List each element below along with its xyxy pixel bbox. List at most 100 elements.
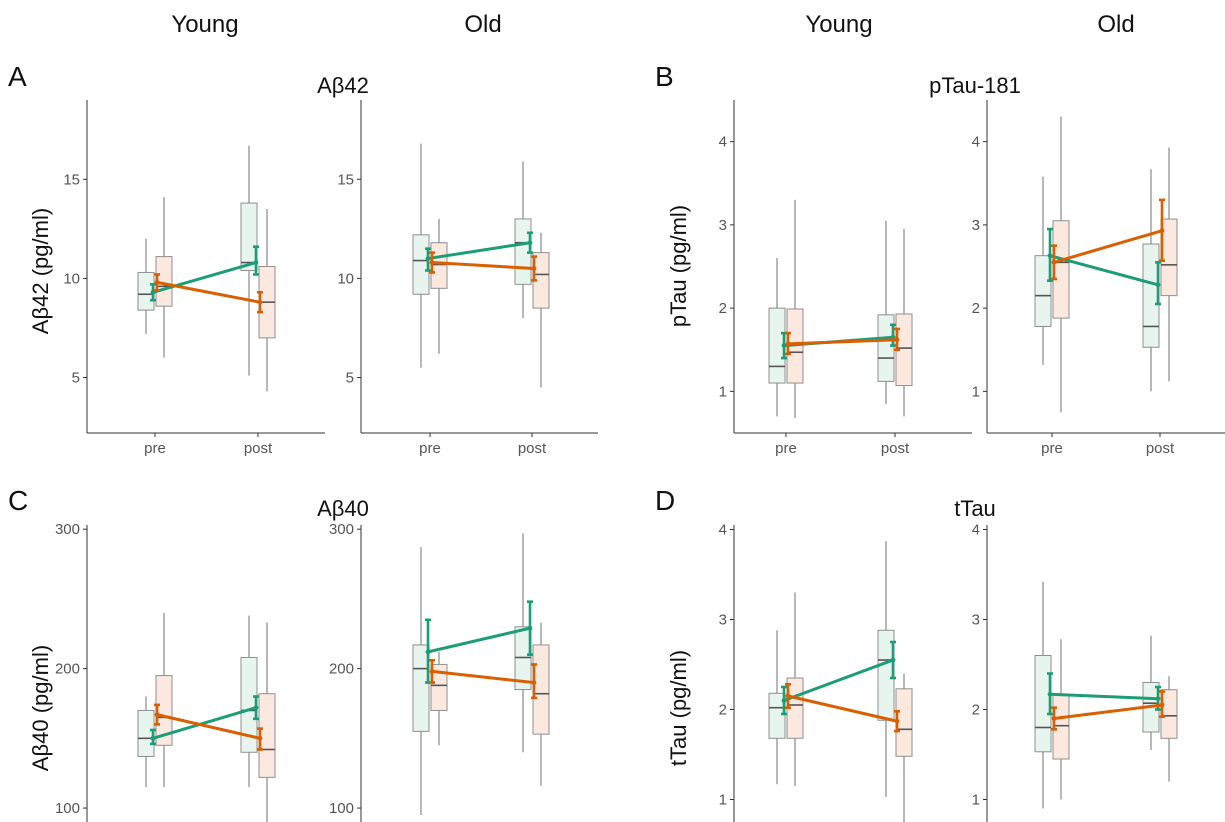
series-line <box>430 669 536 685</box>
series-point <box>785 341 791 347</box>
boxplot-box <box>1034 255 1052 327</box>
y-axis-label-d: tTau (pg/ml) <box>666 650 691 766</box>
subplot-c-young: 100 200 300 <box>55 521 276 822</box>
series-point <box>150 735 156 741</box>
y-tick-label: 10 <box>337 270 354 287</box>
boxplot-box <box>1052 220 1070 319</box>
boxplot-box <box>430 242 448 289</box>
y-tick-label: 200 <box>55 661 80 678</box>
series-line <box>1048 254 1160 287</box>
series-point <box>527 625 533 631</box>
series-line <box>155 280 262 304</box>
panel-label-c: C <box>8 485 28 516</box>
series-line <box>786 338 899 346</box>
y-tick-label: 1 <box>972 383 980 400</box>
series-point <box>429 669 435 674</box>
panel-b: B pTau-181 pTau (pg/ml) <box>655 61 1021 327</box>
series-point <box>531 680 537 685</box>
series-line <box>426 241 532 261</box>
y-tick-label: 3 <box>972 217 980 234</box>
y-tick-label: 3 <box>972 612 980 629</box>
subplot-a-young: 5 10 15 pre post <box>63 100 325 457</box>
y-tick-label: 2 <box>719 300 727 317</box>
boxplot-box <box>1034 655 1052 753</box>
y-tick-label: 200 <box>329 661 354 678</box>
panel-label-d: D <box>655 485 675 516</box>
x-tick-label: pre <box>419 440 441 457</box>
series-point <box>1047 691 1053 697</box>
boxplot-box <box>412 234 430 295</box>
boxplot-box <box>877 629 895 721</box>
boxplot-box <box>1142 243 1160 348</box>
x-tick-label: post <box>1146 440 1175 457</box>
panel-title-d: tTau <box>954 496 996 521</box>
subplot-c-old: 100 200 300 <box>329 521 550 822</box>
series-point <box>785 693 791 699</box>
panel-title-b: pTau-181 <box>929 73 1021 98</box>
subplot-b-young: 1 2 3 4 pre post <box>719 100 972 457</box>
panel-label-a: A <box>8 61 27 92</box>
column-header-young-left: Young <box>171 11 238 38</box>
boxplot-box <box>412 644 430 732</box>
panel-title-c: Aβ40 <box>317 496 369 521</box>
series-point <box>894 718 900 724</box>
series-point <box>425 256 431 261</box>
y-tick-label: 3 <box>719 612 727 629</box>
y-tick-label: 2 <box>972 702 980 719</box>
series-point <box>1051 259 1057 265</box>
x-tick-label: post <box>244 440 273 457</box>
y-tick-label: 1 <box>719 792 727 809</box>
y-tick-label: 10 <box>63 270 80 287</box>
series-point <box>257 299 263 305</box>
column-header-old-left: Old <box>464 11 501 38</box>
panel-label-b: B <box>655 61 674 92</box>
series-line <box>430 261 536 270</box>
panel-c: C Aβ40 Aβ40 (pg/ml) <box>8 485 369 771</box>
x-tick-label: pre <box>144 440 166 457</box>
series-point <box>781 698 787 703</box>
y-tick-label: 4 <box>972 134 980 151</box>
series-line <box>151 706 258 740</box>
series-point <box>890 657 896 663</box>
y-tick-label: 100 <box>55 800 80 817</box>
y-axis-label-a: Aβ42 (pg/ml) <box>28 208 53 334</box>
x-tick-label: post <box>881 440 910 457</box>
y-tick-label: 2 <box>972 300 980 317</box>
y-tick-label: 1 <box>972 792 980 809</box>
series-point <box>1051 716 1057 721</box>
y-tick-label: 5 <box>72 370 80 387</box>
column-header-young-right: Young <box>805 11 872 38</box>
series-point <box>1159 228 1165 234</box>
panel-title-a: Aβ42 <box>317 73 369 98</box>
x-tick-label: pre <box>775 440 797 457</box>
boxplot-box <box>877 314 895 382</box>
series-point <box>154 712 160 718</box>
x-tick-label: post <box>518 440 547 457</box>
series-point <box>154 279 160 285</box>
series-point <box>531 266 537 271</box>
series-point <box>1047 253 1053 259</box>
boxplot-box <box>532 644 550 735</box>
series-line <box>426 626 532 654</box>
series-point <box>257 735 263 741</box>
series-point <box>253 260 259 265</box>
boxplot-box <box>1052 693 1070 760</box>
panel-a: A Aβ42 Aβ42 (pg/ml) <box>8 61 369 334</box>
subplot-b-old: 1 2 3 4 pre post <box>972 100 1225 457</box>
y-tick-label: 300 <box>55 521 80 538</box>
column-headers: Young Old Young Old <box>171 11 1134 38</box>
subplot-d-young: 1 2 3 4 <box>719 522 913 822</box>
series-point <box>1159 702 1165 708</box>
y-tick-label: 3 <box>719 217 727 234</box>
subplot-a-old: 5 10 15 pre post <box>337 100 598 457</box>
series-line <box>1052 229 1164 264</box>
series-line <box>1052 703 1164 720</box>
boxplot-box <box>430 663 448 711</box>
y-axis-label-c: Aβ40 (pg/ml) <box>28 645 53 771</box>
y-tick-label: 2 <box>719 702 727 719</box>
panel-d: D tTau tTau (pg/ml) <box>655 485 996 766</box>
series-point <box>429 260 435 265</box>
y-tick-label: 4 <box>719 134 727 151</box>
y-tick-label: 1 <box>719 383 727 400</box>
y-tick-label: 4 <box>719 522 727 539</box>
